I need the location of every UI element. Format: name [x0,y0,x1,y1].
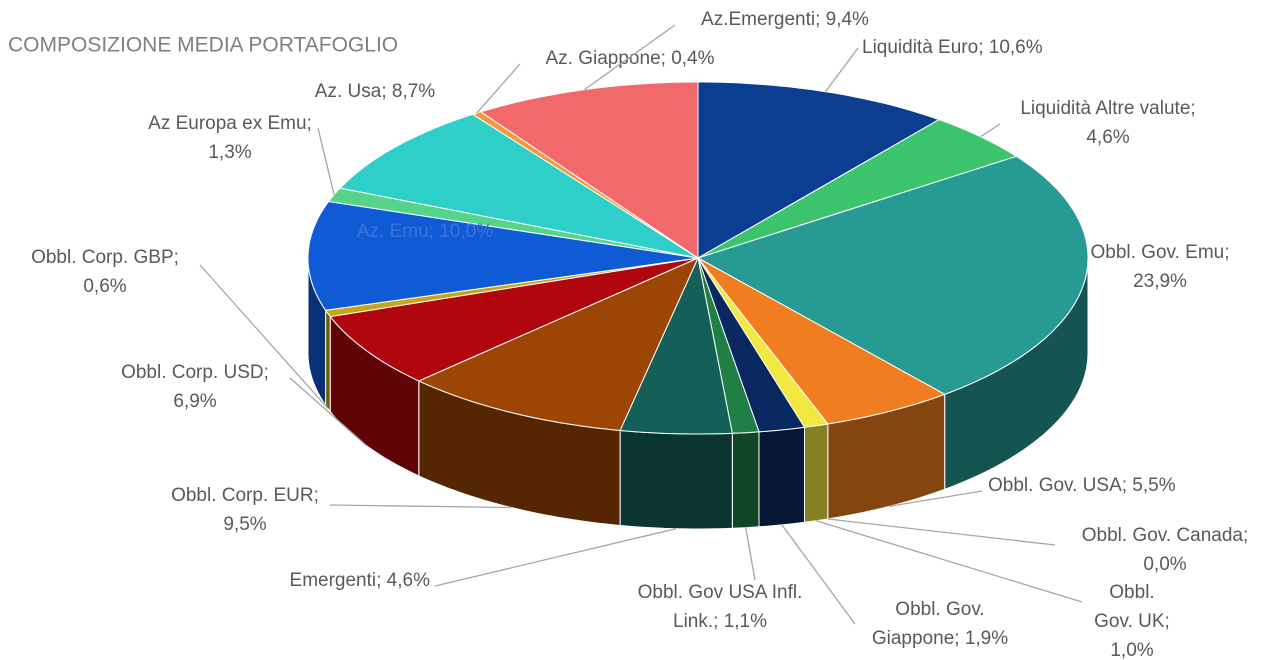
data-label: 0,0% [1143,554,1186,575]
data-label: Az. Usa; 8,7% [315,81,435,102]
leader-line [317,127,335,195]
slice [697,257,946,425]
data-label: 1,0% [1110,640,1153,660]
data-label: Giappone; 1,9% [872,628,1008,649]
slice [619,256,733,435]
leader-line [816,520,1083,603]
data-label: 9,5% [223,514,266,535]
data-label: 6,9% [173,391,216,412]
slice [307,200,699,311]
data-label: Gov. UK; [1094,611,1170,632]
leader-line [199,264,329,409]
data-label: 4,6% [1086,127,1129,148]
leader-line [434,528,677,587]
slice [417,257,699,432]
data-label: Obbl. Corp. USD; [121,362,269,383]
slice-side [325,308,331,414]
data-label: Liquidità Euro; 10,6% [862,37,1043,58]
slice [329,257,699,382]
slice-side [619,429,733,530]
data-label: Link.; 1,1% [673,611,767,632]
data-label: Obbl. Gov. USA; 5,5% [988,475,1176,496]
slice-side [804,423,829,523]
leader-line [289,377,368,447]
data-label: Obbl. Gov. Emu; [1090,242,1229,263]
leader-line [888,490,983,508]
data-label: Az.Emergenti; 9,4% [701,9,869,30]
data-label: Obbl. Corp. GBP; [31,247,179,268]
slice [339,113,699,259]
data-label: Obbl. [1109,582,1154,603]
leader-line [584,24,676,91]
slice-side [731,431,760,529]
slice [697,119,1018,259]
data-label: Emergenti; 4,6% [290,570,431,591]
chart-title: COMPOSIZIONE MEDIA PORTAFOGLIO [8,34,398,57]
data-label: 23,9% [1133,271,1187,292]
data-label: Az Europa ex Emu; [148,113,312,134]
slice-side [758,426,805,528]
leader-line [824,47,859,93]
slice [697,257,806,433]
data-label: 1,3% [208,142,251,163]
data-label: Az. Emu; 10,0% [357,221,493,242]
leader-line [980,123,1001,138]
data-label: Obbl. Gov USA Infl. [638,582,803,603]
slice [696,155,1089,395]
leader-line [781,524,856,625]
data-label: Obbl. Corp. EUR; [171,485,319,506]
leader-line [329,504,512,509]
leader-line [827,518,1056,546]
data-label: 0,6% [83,276,126,297]
data-label: Az. Giappone; 0,4% [546,48,715,69]
leader-line [476,63,521,114]
data-label: Liquidità Altre valute; [1020,98,1195,119]
leader-line [745,527,756,581]
data-label: Obbl. Gov. [895,599,984,620]
data-label: Obbl. Gov. Canada; [1082,525,1249,546]
